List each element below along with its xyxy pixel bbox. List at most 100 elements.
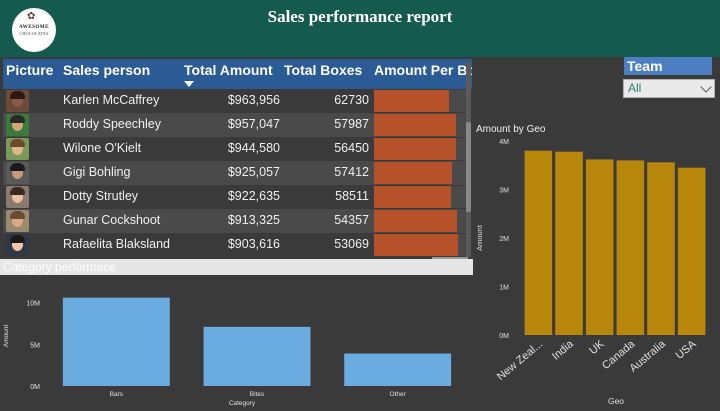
y-tick-label: 3M	[499, 188, 509, 195]
avatar-hair	[10, 211, 25, 219]
amount-per-box-bar	[374, 114, 456, 136]
x-axis-label: Category	[229, 400, 256, 407]
amount-per-box-bar	[374, 138, 456, 160]
avatar-hair	[10, 235, 25, 243]
cell-total-boxes: 56450	[334, 141, 369, 155]
cell-sales-person: Gigi Bohling	[63, 165, 131, 179]
category-bar-chart: 0M 5M 10M Bars Bites Other Category Amount	[3, 297, 452, 407]
avatar-face	[12, 238, 23, 251]
amount-per-box-bar	[374, 162, 453, 184]
sort-descending-icon	[184, 81, 194, 87]
geo-bar-canada	[616, 160, 645, 335]
x-tick-label: New Zeal...	[495, 338, 545, 383]
x-tick-label: Other	[390, 391, 407, 398]
cell-total-boxes: 53069	[334, 237, 369, 251]
cell-sales-person: Roddy Speechley	[63, 117, 161, 131]
cell-total-boxes: 58511	[335, 189, 369, 203]
amount-per-box-bar	[374, 186, 452, 208]
chocolate-flower-icon: ✿	[27, 11, 36, 22]
y-tick-label: 10M	[26, 301, 40, 308]
table-row[interactable]: Rafaelita Blaksland $903,616 53069	[3, 233, 469, 257]
avatar-face	[12, 142, 23, 155]
table-row[interactable]: Dotty Strutley $922,635 58511	[3, 185, 469, 209]
geo-bar-australia	[647, 162, 675, 335]
y-tick-label: 1M	[499, 285, 509, 292]
avatar	[6, 90, 29, 112]
category-bar-bites	[203, 326, 311, 386]
team-dropdown[interactable]: All	[623, 79, 715, 98]
cell-amount-per-box	[374, 162, 466, 184]
avatar	[6, 234, 29, 256]
cell-total-amount: $944,580	[227, 141, 280, 155]
cell-total-boxes: 54357	[334, 213, 369, 227]
geo-bar-newzeal	[524, 150, 553, 335]
avatar-face	[12, 190, 23, 203]
avatar	[6, 114, 29, 136]
avatar-hair	[10, 187, 25, 195]
amount-per-box-bar	[374, 210, 457, 232]
x-tick-label: India	[550, 338, 577, 363]
y-tick-label: 0M	[499, 333, 509, 340]
chevron-down-icon	[700, 81, 712, 93]
x-tick-label: Bites	[250, 391, 265, 398]
scrollbar-thumb[interactable]	[466, 122, 471, 212]
y-tick-label: 2M	[499, 236, 509, 243]
logo-text-primary: AWESOME	[19, 24, 49, 30]
category-section-title: Category performace	[3, 260, 116, 274]
avatar-face	[12, 214, 23, 227]
y-axis-label: Amount	[3, 325, 10, 348]
amount-per-box-bar	[374, 234, 458, 256]
table-horizontal-scrollbar[interactable]	[432, 257, 468, 260]
amount-per-box-bar	[374, 90, 450, 112]
team-selected-value: All	[628, 81, 642, 95]
avatar-face	[12, 166, 23, 179]
cell-amount-per-box	[374, 90, 466, 112]
cell-sales-person: Gunar Cockshoot	[63, 213, 161, 227]
x-tick-label: Bars	[110, 391, 124, 398]
y-tick-label: 5M	[30, 342, 40, 349]
table-row[interactable]: Wilone O'Kielt $944,580 56450	[3, 137, 469, 161]
cell-amount-per-box	[374, 210, 466, 232]
x-axis-label: Geo	[608, 396, 624, 406]
column-header-total-boxes[interactable]: Total Boxes	[284, 62, 363, 78]
avatar-hair	[10, 163, 25, 171]
column-header-sales-person[interactable]: Sales person	[63, 62, 151, 78]
avatar-hair	[10, 115, 25, 123]
chart-title: Amount by Geo	[476, 124, 546, 135]
report-header: ✿ AWESOME CHOCOLATES Sales performance r…	[0, 0, 720, 57]
cell-total-amount: $925,057	[227, 165, 280, 179]
table-row[interactable]: Roddy Speechley $957,047 57987	[3, 113, 469, 137]
category-bar-bars	[62, 297, 170, 386]
geo-bar-usa	[677, 167, 706, 335]
cell-total-boxes: 57412	[334, 165, 369, 179]
avatar-face	[12, 118, 23, 131]
y-tick-label: 0M	[30, 384, 40, 391]
column-header-total-amount[interactable]: Total Amount	[184, 62, 273, 78]
cell-total-boxes: 57987	[334, 117, 369, 131]
geo-bar-chart: Amount by Geo 0M 1M 2M 3M 4M New Zeal... India U…	[475, 124, 706, 406]
logo-text-secondary: CHOCOLATES	[19, 31, 49, 36]
avatar	[6, 210, 29, 232]
column-header-amount-per-box[interactable]: Amount Per Box	[374, 62, 472, 78]
table-vertical-scrollbar[interactable]	[466, 62, 471, 257]
geo-bar-india	[555, 151, 583, 335]
cell-total-amount: $913,325	[227, 213, 280, 227]
avatar	[6, 162, 29, 184]
avatar-hair	[10, 91, 25, 99]
table-row[interactable]: Gunar Cockshoot $913,325 54357	[3, 209, 469, 233]
x-tick-label: USA	[674, 338, 700, 362]
cell-total-amount: $957,047	[227, 117, 280, 131]
x-tick-label: UK	[587, 338, 607, 357]
table-row[interactable]: Gigi Bohling $925,057 57412	[3, 161, 469, 185]
avatar-hair	[10, 139, 25, 147]
team-slicer-label: Team	[624, 57, 712, 75]
table-row[interactable]: Karlen McCaffrey $963,956 62730	[3, 89, 469, 113]
cell-sales-person: Wilone O'Kielt	[63, 141, 142, 155]
avatar	[6, 186, 29, 208]
y-axis-label: Amount	[475, 224, 484, 251]
table-header: Picture Sales person Total Amount Total …	[3, 59, 472, 89]
avatar	[6, 138, 29, 160]
cell-total-amount: $903,616	[227, 237, 280, 251]
column-header-picture[interactable]: Picture	[6, 62, 54, 78]
geo-bar-uk	[585, 159, 614, 335]
